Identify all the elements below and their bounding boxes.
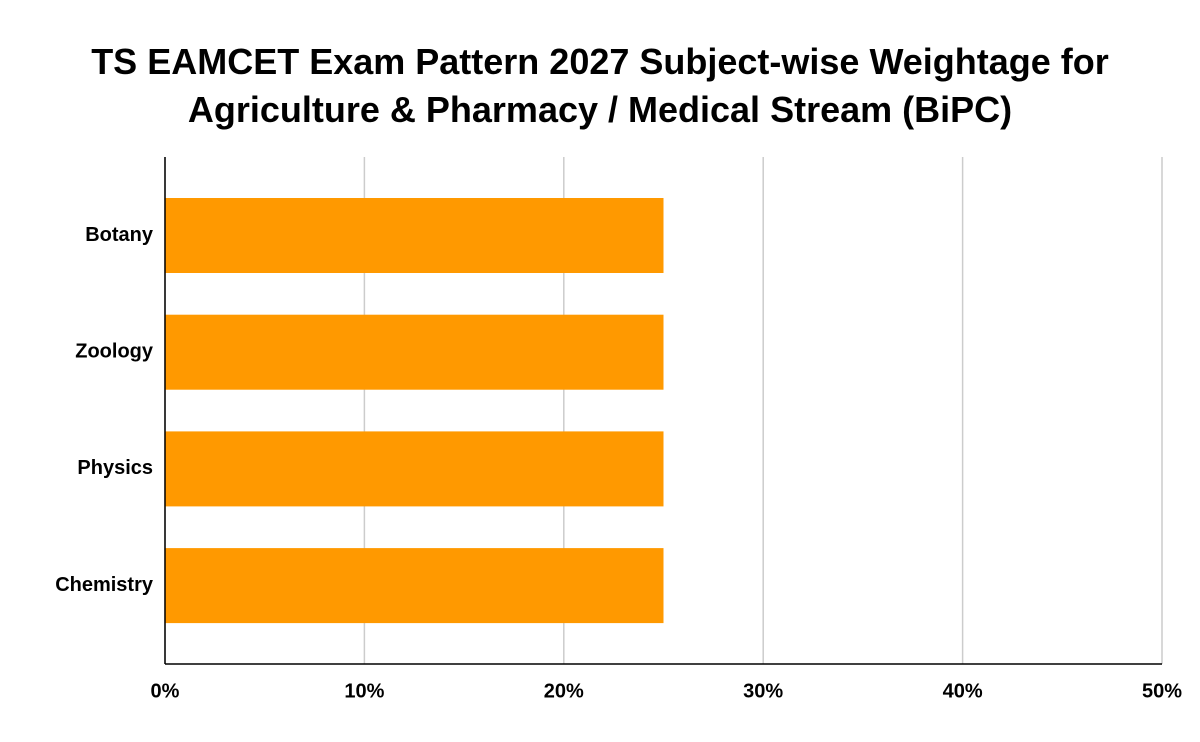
x-tick-label: 50%	[1142, 680, 1182, 702]
x-tick-label: 0%	[151, 680, 180, 702]
x-tick-label: 20%	[544, 680, 584, 702]
y-tick-label: Botany	[85, 224, 154, 246]
y-tick-label: Chemistry	[55, 574, 154, 596]
x-tick-label: 40%	[943, 680, 983, 702]
x-tick-label: 10%	[344, 680, 384, 702]
chart-title: TS EAMCET Exam Pattern 2027 Subject-wise…	[91, 41, 1109, 130]
bar	[165, 431, 664, 507]
bar	[165, 314, 664, 390]
x-tick-label: 30%	[743, 680, 783, 702]
bar	[165, 548, 664, 624]
bar	[165, 198, 664, 273]
y-tick-label: Physics	[77, 457, 153, 479]
y-tick-label: Zoology	[75, 340, 154, 362]
